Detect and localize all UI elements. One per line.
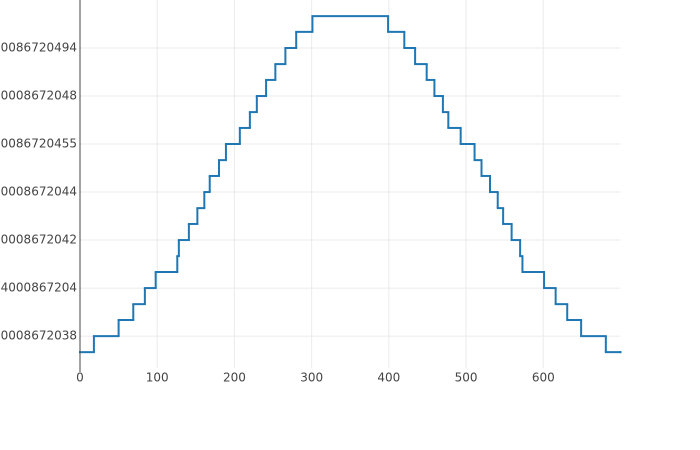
plot <box>79 15 622 354</box>
x-tick-label: 600 <box>532 371 555 385</box>
y-tick-label: 00086720494 <box>0 41 77 55</box>
y-tick-label: 00086720455 <box>0 137 77 151</box>
x-tick-label: 300 <box>300 371 323 385</box>
grid <box>79 0 621 368</box>
y-tick-label: 40008672042 <box>0 233 77 247</box>
y-tick-label: 40008672048 <box>0 89 77 103</box>
x-tick-label: 0 <box>76 371 84 385</box>
x-tick-label: 200 <box>223 371 246 385</box>
axes: 0 100 200 300 400 500 600 40008672038 9400086720… <box>0 0 555 385</box>
y-tick-label: 40008672044 <box>0 185 77 199</box>
y-tick-label: 40008672038 <box>0 329 77 343</box>
x-tick-label: 500 <box>455 371 478 385</box>
x-tick-label: 400 <box>377 371 400 385</box>
y-tick-label: 94000867204 <box>0 281 77 295</box>
x-tick-label: 100 <box>146 371 169 385</box>
